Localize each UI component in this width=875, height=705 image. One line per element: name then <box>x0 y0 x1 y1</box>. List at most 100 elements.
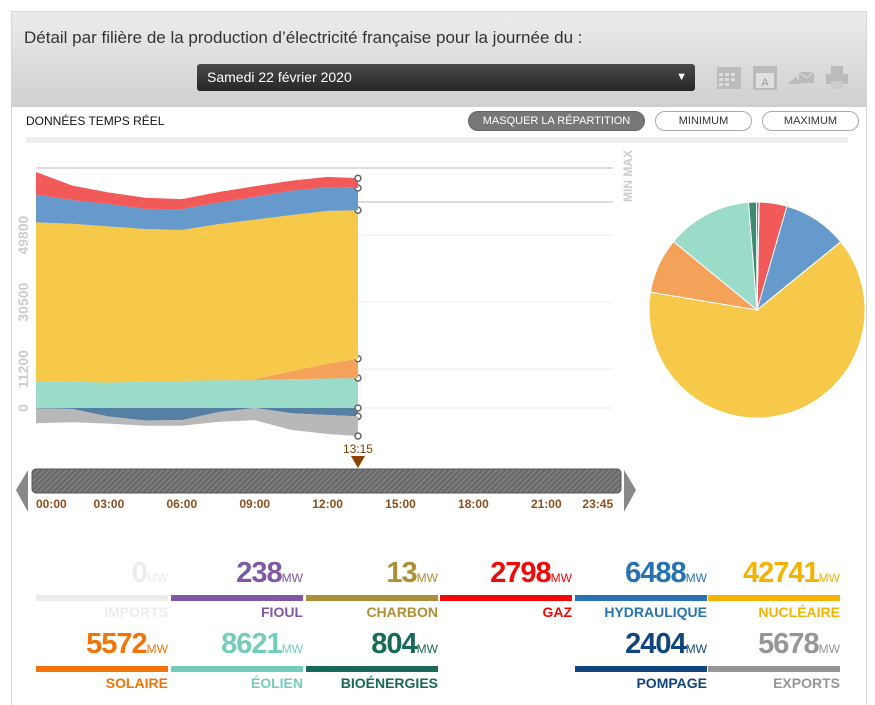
tile-label: SOLAIRE <box>105 675 168 691</box>
area-solaire <box>36 358 358 383</box>
tile-bar <box>575 595 707 601</box>
tile-pompage: 2404MW POMPAGE <box>575 629 707 691</box>
x-tick-label: 21:00 <box>531 497 562 511</box>
unit: MW <box>146 571 168 585</box>
tile-bioenergies: 804MW BIOÉNERGIES <box>306 629 438 691</box>
unit: MW <box>685 571 707 585</box>
panel <box>11 11 867 705</box>
tile-bar <box>440 595 572 601</box>
area-eolien <box>36 378 358 408</box>
area-exports <box>36 408 358 437</box>
tile-bar <box>708 595 840 601</box>
area-hydraulique <box>36 187 358 230</box>
x-tick-label: 18:00 <box>458 497 489 511</box>
tile-bar <box>36 666 168 672</box>
tile-label: POMPAGE <box>636 675 707 691</box>
area-gaz <box>36 172 358 210</box>
y-tick-label: 49800 <box>15 216 31 255</box>
timeline-next-icon[interactable] <box>624 470 636 512</box>
share-mail-icon[interactable] <box>787 62 815 92</box>
tile-label: GAZ <box>542 604 572 620</box>
tile-label: HYDRAULIQUE <box>604 604 707 620</box>
unit: MW <box>416 571 438 585</box>
value: 2404 <box>625 628 687 660</box>
calendar-icon[interactable] <box>715 62 743 92</box>
tile-value: 2404MW <box>575 629 707 664</box>
minimum-button[interactable]: MINIMUM <box>655 111 752 131</box>
print-icon[interactable] <box>823 62 851 92</box>
x-tick-label: 00:00 <box>36 497 67 511</box>
x-tick-label: 03:00 <box>94 497 125 511</box>
value: 13 <box>386 557 417 589</box>
tile-label: FIOUL <box>261 604 303 620</box>
value: 5678 <box>758 628 820 660</box>
tile-bar <box>171 595 303 601</box>
tile-gaz: 2798MW GAZ <box>440 558 572 620</box>
tile-imports: 0MW IMPORTS <box>36 558 168 620</box>
tile-value: 42741MW <box>708 558 840 593</box>
tile-value: 6488MW <box>575 558 707 593</box>
tile-bar <box>306 666 438 672</box>
page-title: Détail par filière de la production d’él… <box>24 28 583 47</box>
divider <box>26 137 848 143</box>
y-tick-label: 0 <box>15 404 31 412</box>
unit: MW <box>685 642 707 656</box>
unit: MW <box>550 571 572 585</box>
value: 8621 <box>221 628 283 660</box>
cursor-time: 13:15 <box>343 442 373 456</box>
x-tick-label: 12:00 <box>312 497 343 511</box>
tile-label: NUCLÉAIRE <box>758 604 840 620</box>
calendar-a-icon[interactable]: A <box>751 62 779 92</box>
side-label: MIN MAX <box>621 150 635 202</box>
hide-split-button[interactable]: MASQUER LA RÉPARTITION <box>468 111 645 131</box>
value: 238 <box>236 557 282 589</box>
tile-nucleaire: 42741MW NUCLÉAIRE <box>708 558 840 620</box>
x-tick-label: 09:00 <box>239 497 270 511</box>
tile-value: 804MW <box>306 629 438 664</box>
timeline-prev-icon[interactable] <box>16 470 28 512</box>
handle-exports[interactable] <box>354 432 362 440</box>
value: 5572 <box>86 628 148 660</box>
value: 2798 <box>490 557 552 589</box>
svg-text:A: A <box>761 77 769 89</box>
value: 6488 <box>625 557 687 589</box>
tile-label: CHARBON <box>366 604 438 620</box>
production-chart: 0 11200 30500 49800 MIN MAX 13:15 00:00 03:00 06… <box>15 150 866 512</box>
tile-solaire: 5572MW SOLAIRE <box>36 629 168 691</box>
tile-eolien: 8621MW ÉOLIEN <box>171 629 303 691</box>
handle-zero[interactable] <box>354 404 362 412</box>
cursor-marker-icon[interactable] <box>350 456 365 468</box>
tile-value: 238MW <box>171 558 303 593</box>
header: Détail par filière de la production d’él… <box>12 12 866 107</box>
realtime-label: DONNÉES TEMPS RÉEL <box>26 114 165 128</box>
area-nucleaire <box>36 210 358 383</box>
pie-slice-nucleaire[interactable] <box>648 241 866 419</box>
tile-charbon: 13MW CHARBON <box>306 558 438 620</box>
pie-slice-charbon[interactable] <box>756 201 760 311</box>
date-select[interactable]: Samedi 22 février 2020 ▼ <box>197 64 695 91</box>
tile-bar <box>575 666 707 672</box>
unit: MW <box>818 642 840 656</box>
tile-bar <box>306 595 438 601</box>
maximum-button[interactable]: MAXIMUM <box>762 111 859 131</box>
tile-hydraulique: 6488MW HYDRAULIQUE <box>575 558 707 620</box>
pie-slice-eolien[interactable] <box>672 201 758 312</box>
handle-gaz[interactable] <box>354 174 362 183</box>
tile-label: IMPORTS <box>104 604 168 620</box>
tile-value: 8621MW <box>171 629 303 664</box>
tile-bar <box>171 666 303 672</box>
tile-value: 2798MW <box>440 558 572 593</box>
tile-fioul: 238MW FIOUL <box>171 558 303 620</box>
tile-value: 5572MW <box>36 629 168 664</box>
timeline-slider[interactable] <box>31 468 622 494</box>
tile-label: ÉOLIEN <box>250 675 303 691</box>
date-value: Samedi 22 février 2020 <box>207 69 352 85</box>
tile-value: 13MW <box>306 558 438 593</box>
y-tick-label: 30500 <box>15 282 31 321</box>
y-tick-label: 11200 <box>15 350 31 388</box>
unit: MW <box>146 642 168 656</box>
tile-exports: 5678MW EXPORTS <box>708 629 840 691</box>
value: 0 <box>131 557 148 589</box>
unit: MW <box>818 571 840 585</box>
unit: MW <box>416 642 438 656</box>
